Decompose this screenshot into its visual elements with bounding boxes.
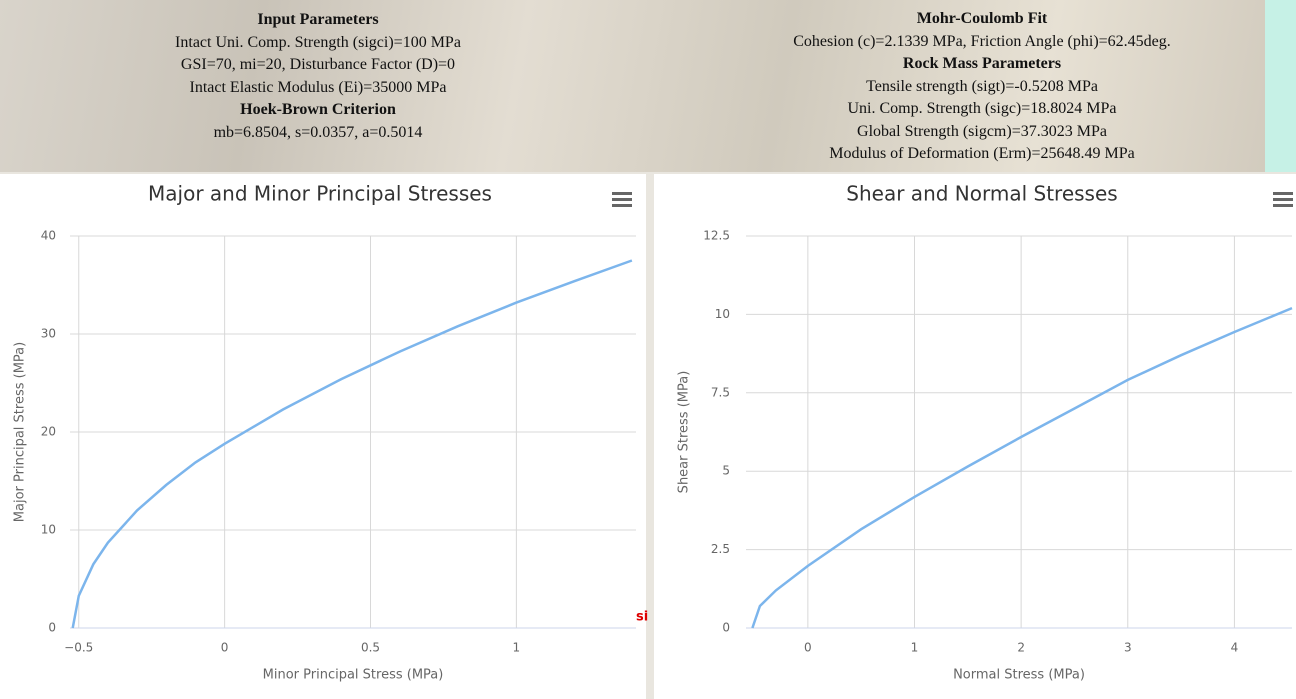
x-tick-label: 0 — [804, 641, 812, 655]
chart-title: Major and Minor Principal Stresses — [148, 182, 492, 206]
y-tick-label: 12.5 — [703, 229, 730, 243]
x-tick-label: 3 — [1124, 641, 1132, 655]
y-tick-label: 5 — [722, 464, 730, 478]
x-tick-label: 1 — [911, 641, 919, 655]
x-tick-label: 4 — [1231, 641, 1239, 655]
x-tick-label: 2 — [1017, 641, 1025, 655]
y-tick-label: 0 — [722, 621, 730, 635]
x-tick-label: −0.5 — [64, 641, 93, 655]
y-tick-label: 0 — [48, 621, 56, 635]
y-tick-label: 2.5 — [711, 542, 730, 556]
y-tick-label: 10 — [715, 307, 730, 321]
x-axis-title: Normal Stress (MPa) — [953, 668, 1085, 683]
x-tick-label: 0 — [221, 641, 229, 655]
page: Input Parameters Intact Uni. Comp. Stren… — [0, 0, 1296, 699]
chart-bg — [0, 174, 646, 699]
chart-title: Shear and Normal Stresses — [846, 182, 1117, 206]
menu-button[interactable] — [612, 192, 632, 207]
chart-bg — [654, 174, 1296, 699]
y-axis-title: Shear Stress (MPa) — [677, 371, 692, 494]
stray-label: si — [636, 610, 648, 625]
y-tick-label: 40 — [41, 229, 56, 243]
y-tick-label: 20 — [41, 425, 56, 439]
menu-button[interactable] — [1273, 192, 1293, 207]
y-tick-label: 30 — [41, 327, 56, 341]
x-tick-label: 1 — [513, 641, 521, 655]
y-tick-label: 10 — [41, 523, 56, 537]
x-tick-label: 0.5 — [361, 641, 380, 655]
y-tick-label: 7.5 — [711, 385, 730, 399]
x-axis-title: Minor Principal Stress (MPa) — [263, 668, 444, 683]
charts: si Major and Minor Principal Stresses010… — [0, 0, 1296, 699]
y-axis-title: Major Principal Stress (MPa) — [13, 342, 28, 522]
